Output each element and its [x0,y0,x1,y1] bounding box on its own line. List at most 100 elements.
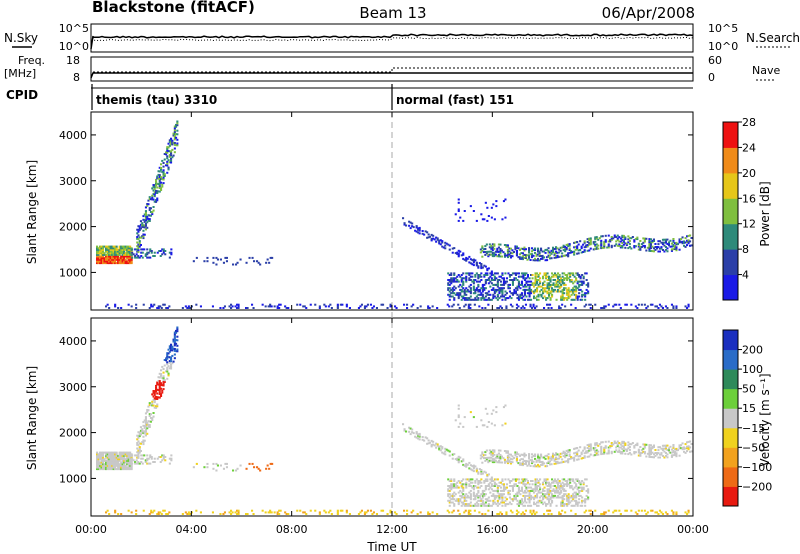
velocity-cell [586,447,589,449]
velocity-cell [144,461,147,463]
velocity-cell [148,402,151,405]
power-cell [513,288,516,291]
velocity-cell [111,454,114,457]
power-cell [456,275,459,278]
velocity-cell [581,486,584,489]
power-cell [139,227,142,230]
velocity-cell [158,382,161,384]
power-cell [646,246,649,249]
velocity-cell [450,488,453,491]
velocity-cell [408,430,411,433]
power-cell [524,255,527,258]
velocity-cell [129,463,132,466]
velocity-cell [584,504,587,507]
power-cell [166,146,169,149]
velocity-cell [503,458,506,461]
power-cell [493,290,496,293]
velocity-cell [158,393,161,395]
velocity-cell [463,483,466,486]
velocity-cell [561,509,564,512]
power-cell [517,256,520,259]
power-cell [501,218,504,221]
power-cell [448,298,451,301]
power-cell [637,245,640,248]
power-cell [129,262,132,265]
velocity-cell [652,453,655,456]
power-cell [127,303,130,306]
velocity-cell [534,496,537,499]
velocity-cell [583,447,586,450]
power-cell [567,290,570,293]
power-cell [472,261,475,264]
velocity-cell [136,442,139,444]
power-cell [109,250,112,253]
power-cell [525,285,528,288]
power-cell [570,293,573,296]
power-cell [523,283,526,286]
power-cell [111,245,114,248]
power-cell [560,280,563,283]
velocity-cell [483,470,486,473]
power-cell [563,298,566,301]
velocity-cell [170,358,173,361]
power-cell [472,280,475,283]
power-cell [472,279,475,281]
power-cell [489,272,492,275]
velocity-cell [546,489,549,492]
power-cell [557,288,560,291]
velocity-cell [540,491,543,494]
power-cell [140,255,143,257]
power-cell [536,282,539,285]
power-cell [102,245,105,248]
colorbar-frame [722,329,739,507]
power-cell [568,243,571,246]
power-cell [489,285,492,288]
noise-left-tick-top: 10^5 [59,22,89,35]
power-cell [466,298,469,301]
power-cell [613,244,616,247]
power-cell [124,255,127,258]
power-cell [585,279,588,281]
power-cell [130,260,133,263]
power-cell [631,236,634,238]
velocity-cell [537,480,540,482]
power-cell [505,297,508,300]
power-cell [612,237,615,240]
velocity-cell [530,498,533,501]
power-cell [523,285,526,288]
power-cell [173,127,176,130]
velocity-cell [681,448,684,451]
velocity-cell [496,489,499,492]
velocity-cell [171,347,174,350]
velocity-cell [514,498,517,501]
power-cell [535,254,538,257]
velocity-cell [144,425,147,428]
velocity-cell [561,499,564,502]
velocity-cell [568,450,571,453]
velocity-cell [166,361,169,364]
velocity-cell [539,483,542,486]
power-cell [497,243,500,246]
power-cell [171,139,174,142]
power-cell [502,283,505,286]
power-cell [570,303,573,306]
power-cell [624,238,627,240]
velocity-cell [462,459,465,462]
velocity-cell [448,486,451,489]
velocity-cell [276,511,279,514]
power-cell [126,245,129,248]
velocity-cell [215,462,218,465]
power-cell [628,242,631,245]
velocity-cell [618,450,621,453]
velocity-cell [613,442,616,444]
velocity-cell [192,466,195,469]
power-cell [162,182,165,185]
velocity-cell [542,481,545,484]
power-cell [126,257,129,260]
colorbar-tick-label: 15 [742,402,756,415]
velocity-cell [580,451,583,454]
power-cell [453,297,456,300]
power-cell [621,236,624,239]
velocity-cell [130,466,133,469]
power-cell [97,250,100,253]
